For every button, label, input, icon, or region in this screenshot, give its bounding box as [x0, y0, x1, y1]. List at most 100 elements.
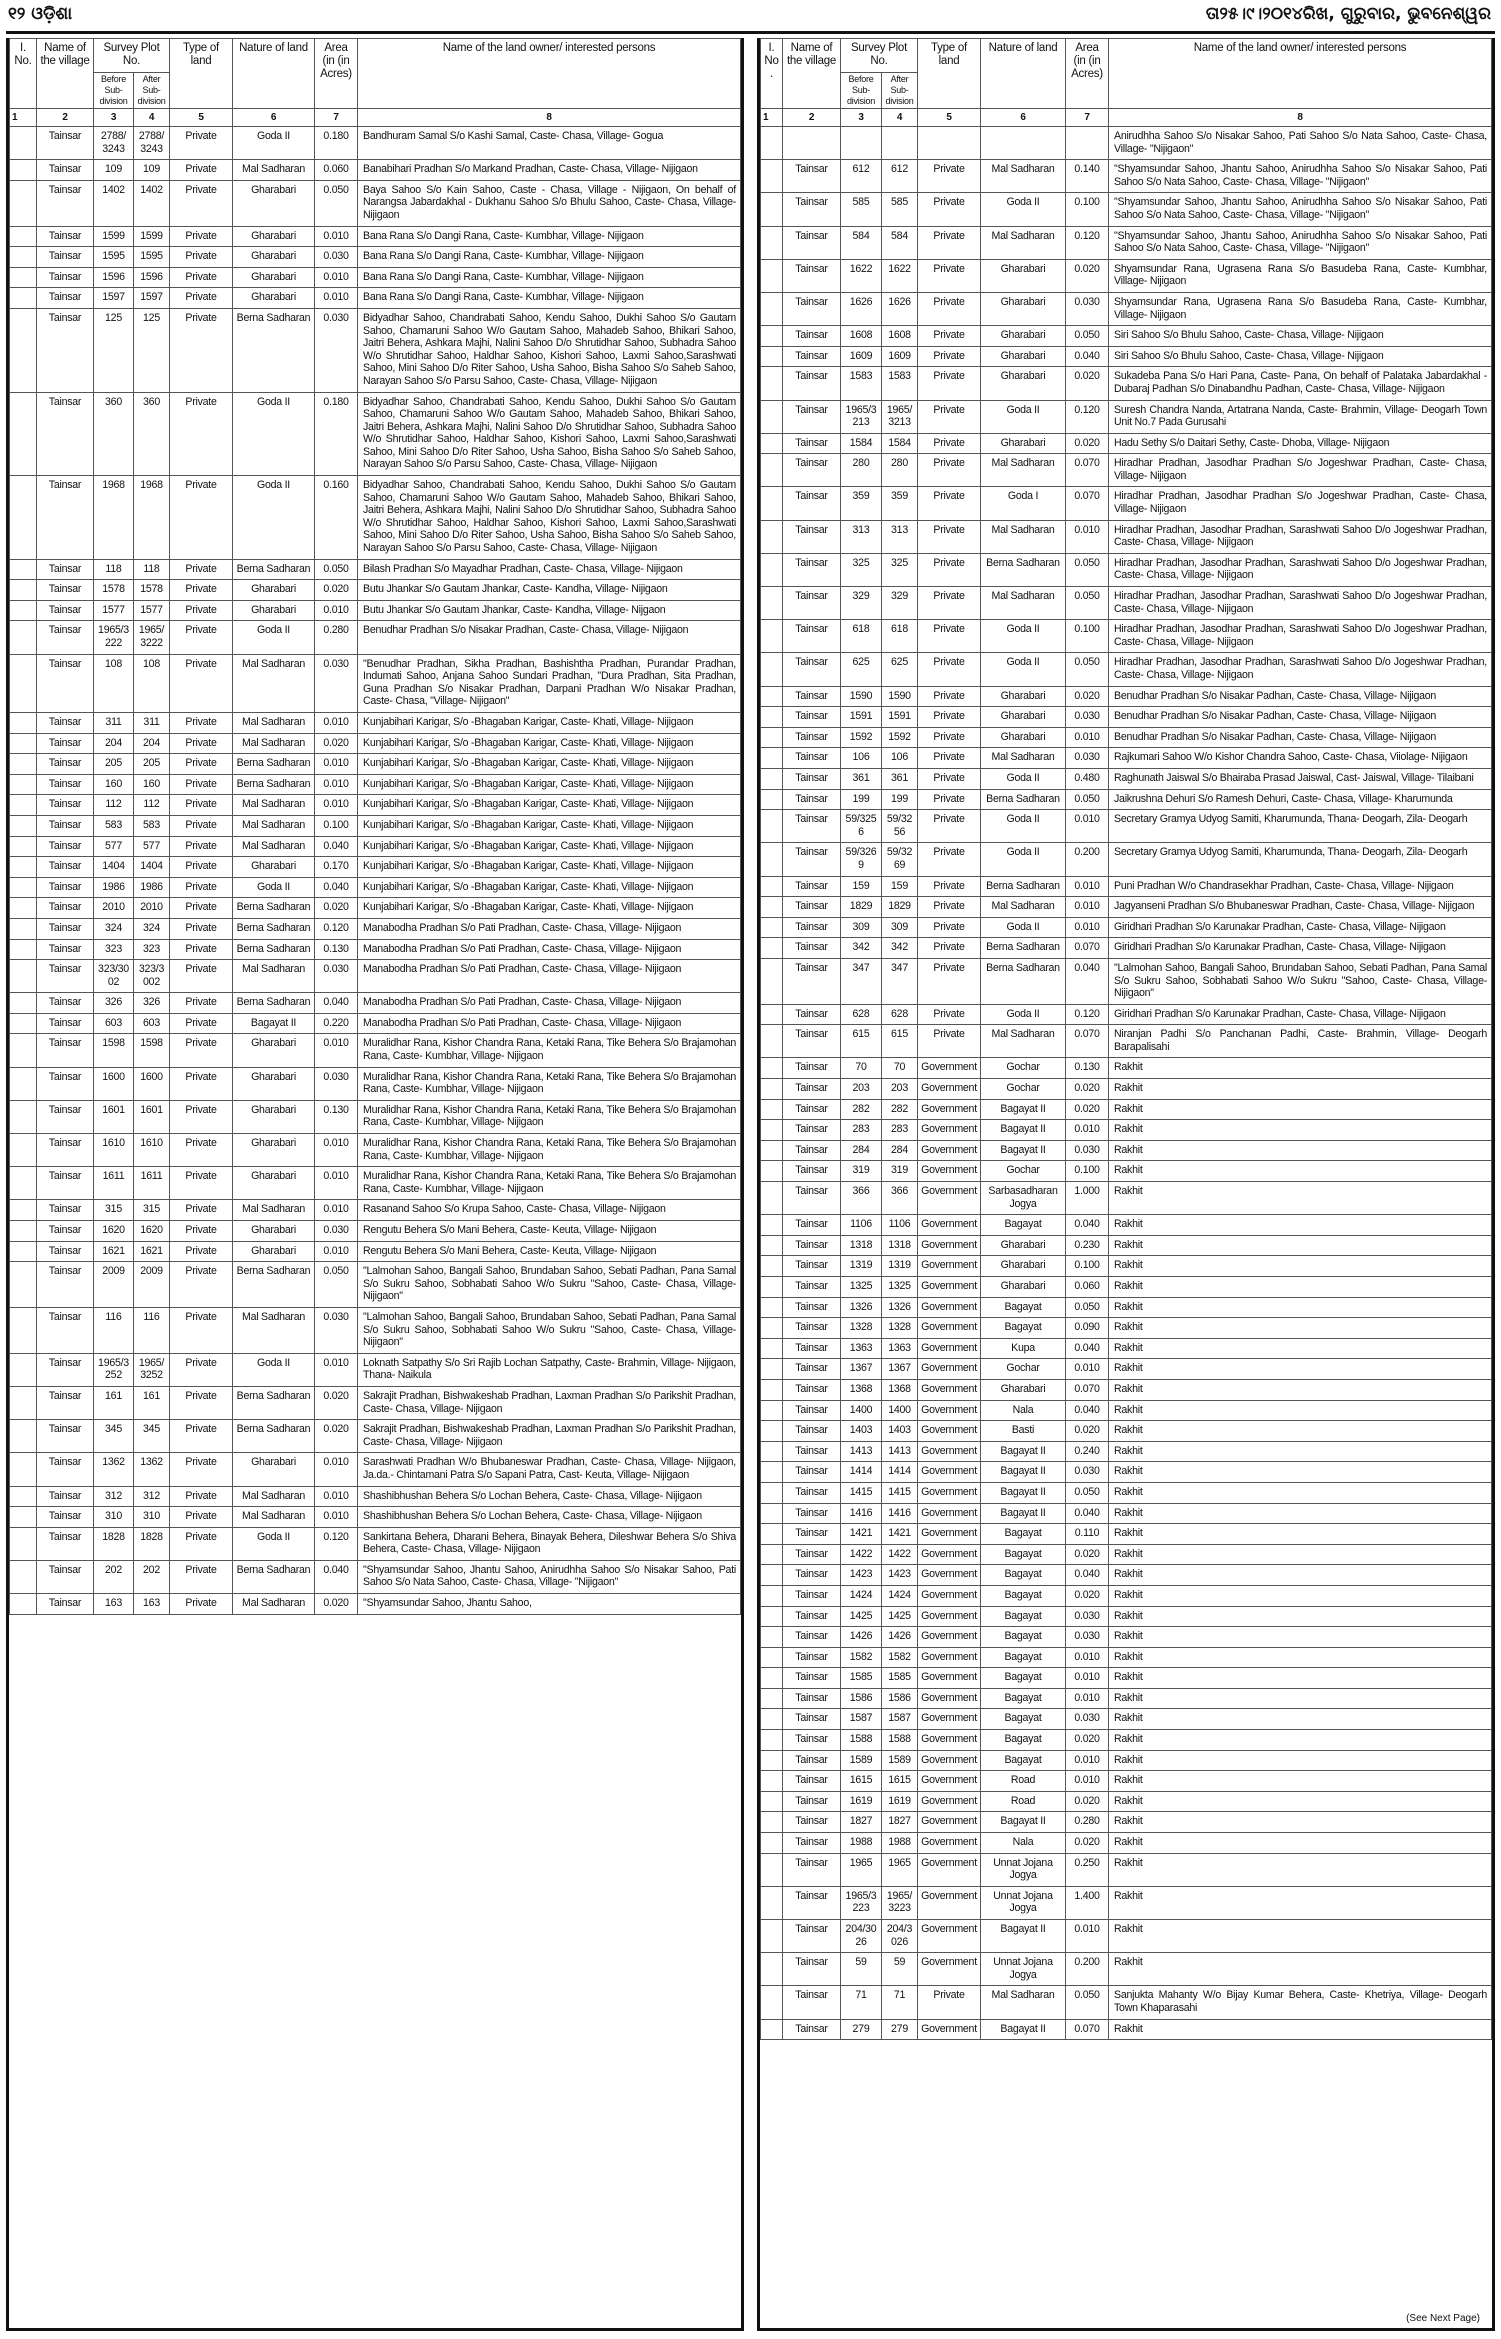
cell-owner: Rakhit	[1108, 2018, 1492, 2041]
column-number: 5	[169, 108, 233, 127]
cell-before: 59/3269	[840, 842, 882, 877]
col-sl	[760, 453, 783, 488]
cell-nature: Mal Sadharan	[980, 747, 1066, 769]
col-sl	[9, 1419, 37, 1454]
cell-before: 1619	[840, 1790, 882, 1813]
cell-type: Private	[917, 519, 981, 554]
cell-area: 0.050	[1065, 552, 1109, 588]
col-sl	[9, 1452, 37, 1487]
cell-before: 323	[93, 938, 134, 961]
cell-area: 0.020	[1065, 432, 1109, 455]
cell-area: 0.020	[1065, 685, 1109, 708]
col-sl	[9, 711, 37, 734]
col-survey-plot: Survey Plot No.	[840, 38, 918, 73]
col-sl	[760, 125, 783, 161]
cell-owner: Hiradhar Pradhan, Jasodhar Pradhan, Sara…	[1108, 552, 1492, 588]
cell-after: 1608	[881, 325, 918, 347]
cell-area: 0.050	[1065, 325, 1109, 347]
cell-type: Private	[169, 1012, 233, 1035]
cell-owner: Manabodha Pradhan S/o Pati Pradhan, Cast…	[357, 959, 741, 994]
cell-after: 584	[881, 225, 918, 260]
cell-nature: Gharabari	[980, 1276, 1066, 1298]
cell-owner: Rakhit	[1108, 1584, 1492, 1607]
table-row: Tainsar 159 159 Private Berna Sadharan 0.010 P…	[760, 875, 1492, 898]
table-row: Tainsar 618 618 Private Goda II 0.100 Hiradhar…	[760, 619, 1492, 654]
cell-owner: Rengutu Behera S/o Mani Behera, Caste- K…	[357, 1240, 741, 1263]
cell-before: 360	[93, 391, 134, 477]
table-row: Tainsar 1610 1610 Private Gharabari 0.010 Mura…	[9, 1133, 741, 1168]
table-row: Tainsar 1404 1404 Private Gharabari 0.170 Kunj…	[9, 856, 741, 878]
cell-nature: Goda II	[980, 842, 1066, 877]
cell-village: Tainsar	[782, 159, 841, 194]
table-row: Tainsar 1362 1362 Private Gharabari 0.010 Sara…	[9, 1452, 741, 1487]
cell-village	[782, 125, 841, 161]
header-row-2: Before Sub-division After Sub-division	[10, 72, 741, 109]
header-rule	[6, 31, 1495, 34]
cell-after: 1414	[881, 1461, 918, 1483]
cell-area: 0.230	[1065, 1234, 1109, 1257]
cell-before: 59/3256	[840, 809, 882, 844]
col-sl	[9, 475, 37, 560]
table-row: Tainsar 1621 1621 Private Gharabari 0.010 Reng…	[9, 1240, 741, 1263]
cell-after: 1611	[133, 1166, 170, 1201]
cell-nature: Bagayat II	[980, 2018, 1066, 2041]
cell-after: 1622	[881, 258, 918, 293]
cell-before: 1965/3213	[840, 399, 882, 434]
cell-before: 1609	[840, 345, 882, 368]
col-sl	[760, 552, 783, 588]
cell-before: 603	[93, 1012, 134, 1035]
cell-before: 279	[840, 2018, 882, 2041]
cell-nature: Gharabari	[980, 432, 1066, 455]
cell-nature: Bagayat	[980, 1214, 1066, 1236]
cell-type: Private	[169, 125, 233, 161]
table-row: Tainsar 310 310 Private Mal Sadharan 0.010 Sha…	[9, 1506, 741, 1528]
cell-nature: Bagayat II	[980, 1440, 1066, 1463]
col-sl	[760, 1276, 783, 1298]
cell-village: Tainsar	[782, 1543, 841, 1566]
cell-nature: Mal Sadharan	[232, 1485, 315, 1508]
col-sl	[9, 225, 37, 248]
cell-nature: Mal Sadharan	[232, 653, 315, 713]
cell-owner: Kunjabihari Karigar, S/o -Bhagaban Karig…	[357, 835, 741, 858]
cell-owner: Loknath Satpathy S/o Sri Rajib Lochan Sa…	[357, 1352, 741, 1387]
cell-type: Private	[169, 307, 233, 393]
col-sl	[760, 1687, 783, 1710]
column-number: 2	[36, 108, 94, 127]
cell-owner: Suresh Chandra Nanda, Artatrana Nanda, C…	[1108, 399, 1492, 434]
cell-owner: Rakhit	[1108, 1078, 1492, 1100]
cell-after: 1986	[133, 876, 170, 899]
cell-type: Private	[169, 1559, 233, 1595]
col-sl	[760, 1564, 783, 1586]
cell-type: Government	[917, 1584, 981, 1607]
cell-owner: Manabodha Pradhan S/o Pati Pradhan, Cast…	[357, 917, 741, 940]
col-sl	[760, 1708, 783, 1731]
cell-village: Tainsar	[36, 1033, 94, 1068]
col-sl	[760, 432, 783, 455]
table-row: Tainsar 326 326 Private Berna Sadharan 0.040 M…	[9, 992, 741, 1014]
cell-nature: Gharabari	[232, 1240, 315, 1263]
cell-after: 59/3269	[881, 842, 918, 877]
col-sl	[9, 959, 37, 994]
cell-before: 1423	[840, 1564, 882, 1586]
cell-before: 1622	[840, 258, 882, 293]
table-row: Tainsar 280 280 Private Mal Sadharan 0.070 Hir…	[760, 453, 1492, 488]
cell-area: 0.010	[1065, 1667, 1109, 1689]
cell-before: 1601	[93, 1099, 134, 1135]
table-row: Tainsar 118 118 Private Berna Sadharan 0.050 B…	[9, 558, 741, 581]
cell-area: 0.030	[314, 1220, 358, 1242]
cell-before: 71	[840, 1985, 882, 2020]
cell-village: Tainsar	[782, 1626, 841, 1648]
cell-owner: Sukadeba Pana S/o Hari Pana, Caste- Pana…	[1108, 366, 1492, 401]
cell-area: 0.010	[314, 1133, 358, 1168]
cell-owner: Bandhuram Samal S/o Kashi Samal, Caste- …	[357, 125, 741, 161]
cell-village: Tainsar	[782, 1255, 841, 1277]
col-sl	[760, 726, 783, 749]
cell-nature: Goda II	[980, 399, 1066, 434]
cell-before: 2010	[93, 897, 134, 919]
cell-type: Private	[169, 1526, 233, 1561]
cell-owner: Shashibhushan Behera S/o Lochan Behera, …	[357, 1506, 741, 1528]
cell-owner: Bidyadhar Sahoo, Chandrabati Sahoo, Kend…	[357, 307, 741, 393]
col-sl	[760, 486, 783, 521]
cell-village: Tainsar	[782, 1729, 841, 1751]
cell-area: 0.110	[1065, 1523, 1109, 1545]
